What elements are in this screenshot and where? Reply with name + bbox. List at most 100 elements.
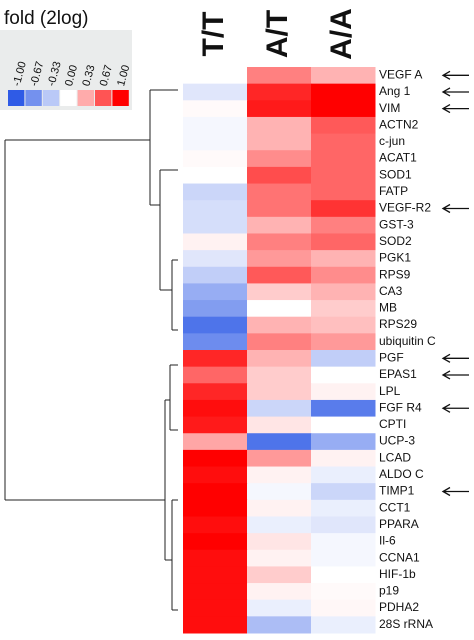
heatmap-cell (247, 350, 312, 368)
arrow (441, 203, 469, 214)
column-label: T/T (197, 12, 230, 57)
heatmap-cell (183, 133, 248, 151)
heatmap-cell (183, 566, 248, 584)
heatmap-cell (247, 533, 312, 551)
heatmap-cell (311, 399, 376, 418)
heatmap-cell (311, 566, 376, 584)
heatmap-cell (311, 67, 376, 85)
heatmap-cell (247, 266, 312, 284)
heatmap-cell (247, 516, 312, 534)
row-label: TIMP1 (379, 484, 415, 498)
heatmap-cell (183, 583, 248, 601)
colorbar-tick-label: 0.33 (80, 64, 97, 88)
colorbar-swatch (112, 90, 129, 106)
heatmap-cell (247, 67, 312, 85)
colorbar-swatch (8, 90, 25, 106)
arrow (441, 370, 469, 380)
heatmap-cell (183, 166, 248, 185)
heatmap-cell (183, 416, 248, 434)
heatmap-cell (183, 333, 248, 351)
colorbar-swatch (60, 90, 77, 106)
heatmap-cell (311, 383, 376, 401)
row-label: VEGF-R2 (379, 201, 431, 215)
heatmap-cell (183, 383, 248, 401)
arrow (441, 70, 469, 80)
heatmap-cell (183, 433, 248, 451)
arrow (441, 87, 469, 97)
heatmap-cell (247, 150, 312, 168)
row-label: CCNA1 (379, 550, 420, 564)
heatmap-cell (311, 499, 376, 517)
heatmap-cell (247, 416, 312, 434)
row-label: FGF R4 (379, 400, 422, 414)
heatmap-cell (311, 366, 376, 384)
heatmap-cell (311, 216, 376, 234)
heatmap-cell (311, 466, 376, 484)
heatmap-cell (247, 549, 312, 567)
heatmap-cell (247, 133, 312, 151)
heatmap-cell (247, 200, 312, 218)
colorbar-tick-label: 1.00 (115, 64, 132, 88)
row-label: ubiquitin C (379, 334, 436, 348)
heatmap-cell (247, 566, 312, 584)
column-label: A/A (325, 8, 358, 60)
arrow (441, 104, 469, 114)
heatmap-cell (311, 116, 376, 135)
heatmap-cell (247, 483, 312, 501)
row-label: FATP (379, 184, 408, 198)
heatmap-cell (311, 333, 376, 351)
heatmap-cell (311, 616, 376, 634)
heatmap-cell (183, 116, 248, 135)
row-label: HIF-1b (379, 567, 416, 581)
heatmap-cell (311, 350, 376, 368)
heatmap-cell (247, 333, 312, 351)
heatmap-cell (247, 499, 312, 517)
arrow (441, 486, 469, 497)
colorbar-swatch (42, 90, 60, 106)
heatmap-cell (183, 483, 248, 501)
heatmap-cell (247, 233, 312, 251)
heatmap-cell (183, 499, 248, 517)
row-label: RPS9 (379, 267, 411, 281)
row-label: PDHA2 (379, 600, 419, 614)
heatmap-cell (311, 516, 376, 534)
row-label: p19 (379, 584, 399, 598)
heatmap-cell (183, 250, 248, 268)
row-label: c-jun (379, 134, 405, 148)
row-label: PGF (379, 350, 404, 364)
heatmap-cell (247, 216, 312, 234)
heatmap-cell (183, 183, 248, 201)
heatmap-cell (311, 150, 376, 168)
heatmap-cell (247, 316, 312, 334)
heatmap-cell (183, 300, 248, 318)
row-label: PGK1 (379, 251, 411, 265)
heatmap-cell (311, 449, 376, 468)
heatmap-cell (183, 599, 248, 617)
row-label: PPARA (379, 517, 419, 531)
heatmap-cell (311, 250, 376, 268)
heatmap-cell (183, 549, 248, 567)
row-label: 28S rRNA (379, 617, 433, 631)
heatmap-cell (247, 300, 312, 318)
heatmap-cell (247, 83, 312, 101)
heatmap-cell (311, 316, 376, 334)
row-label: LCAD (379, 450, 411, 464)
heatmap-cell (183, 150, 248, 168)
heatmap-cell (311, 433, 376, 451)
row-label: Ang 1 (379, 84, 411, 98)
row-label: CCT1 (379, 500, 411, 514)
row-label: CA3 (379, 284, 403, 298)
heatmap-cell (183, 283, 248, 301)
heatmap-cell (247, 166, 312, 185)
heatmap-cell (311, 533, 376, 551)
heatmap-cell (247, 433, 312, 451)
heatmap-cell (311, 166, 376, 185)
row-label: GST-3 (379, 217, 414, 231)
row-label: CPTI (379, 417, 406, 431)
row-label: ACAT1 (379, 151, 417, 165)
heatmap-cell (311, 483, 376, 501)
heatmap-cell (183, 366, 248, 384)
heatmap-cell (183, 466, 248, 484)
heatmap-cell (247, 366, 312, 384)
